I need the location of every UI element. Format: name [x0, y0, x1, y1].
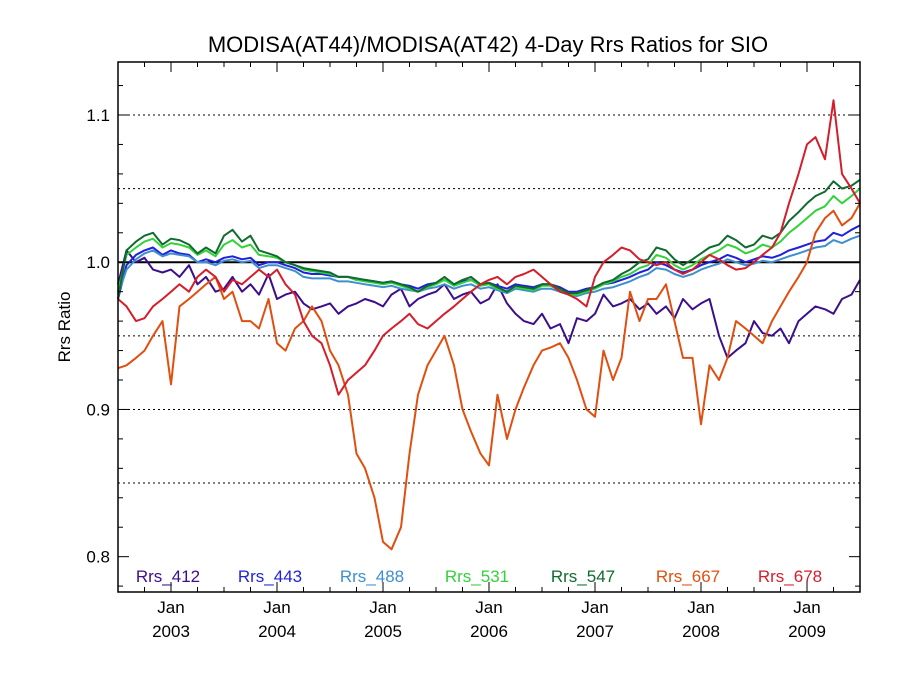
x-tick-label-year: 2008: [682, 622, 720, 641]
y-axis-label: Rrs Ratio: [55, 292, 74, 363]
x-tick-label-year: 2006: [470, 622, 508, 641]
x-tick-label-month: Jan: [475, 598, 502, 617]
y-tick-label: 0.9: [86, 400, 110, 419]
x-tick-label-month: Jan: [369, 598, 396, 617]
legend-item-rrs-412: Rrs_412: [136, 567, 200, 586]
legend-item-rrs-488: Rrs_488: [340, 567, 404, 586]
y-tick-label: 1.1: [86, 106, 110, 125]
series-lines: [117, 99, 861, 551]
y-tick-label: 1.0: [86, 253, 110, 272]
x-tick-label-year: 2003: [152, 622, 190, 641]
x-tick-label-year: 2009: [788, 622, 826, 641]
x-tick-label-year: 2005: [364, 622, 402, 641]
legend-item-rrs-678: Rrs_678: [758, 567, 822, 586]
x-axis-ticks: Jan 2003 Jan 2004 Jan 2005 Jan 2006 Jan 2007 Jan 20…: [144, 62, 834, 641]
legend: Rrs_412 Rrs_443 Rrs_488 Rrs_531 Rrs_547 Rrs_6…: [136, 567, 822, 586]
series-line-rrs-547: [117, 178, 861, 300]
legend-item-rrs-531: Rrs_531: [445, 567, 509, 586]
x-tick-label-year: 2004: [258, 622, 296, 641]
y-tick-label: 0.8: [86, 548, 110, 567]
legend-item-rrs-667: Rrs_667: [656, 567, 720, 586]
x-tick-label-month: Jan: [157, 598, 184, 617]
series-line-rrs-678: [117, 99, 861, 396]
x-tick-label-month: Jan: [263, 598, 290, 617]
x-tick-label-year: 2007: [576, 622, 614, 641]
x-tick-label-month: Jan: [687, 598, 714, 617]
legend-item-rrs-547: Rrs_547: [551, 567, 615, 586]
x-tick-label-month: Jan: [793, 598, 820, 617]
series-line-rrs-488: [117, 234, 861, 298]
series-line-rrs-412: [117, 249, 861, 359]
x-tick-label-month: Jan: [581, 598, 608, 617]
y-axis-ticks: 0.8 0.9 1.0 1.1: [86, 85, 860, 587]
series-line-rrs-531: [117, 187, 861, 296]
series-line-rrs-667: [117, 202, 861, 551]
legend-item-rrs-443: Rrs_443: [238, 567, 302, 586]
chart-title: MODISA(AT44)/MODISA(AT42) 4-Day Rrs Rati…: [208, 32, 768, 57]
plot-frame: [117, 61, 861, 593]
